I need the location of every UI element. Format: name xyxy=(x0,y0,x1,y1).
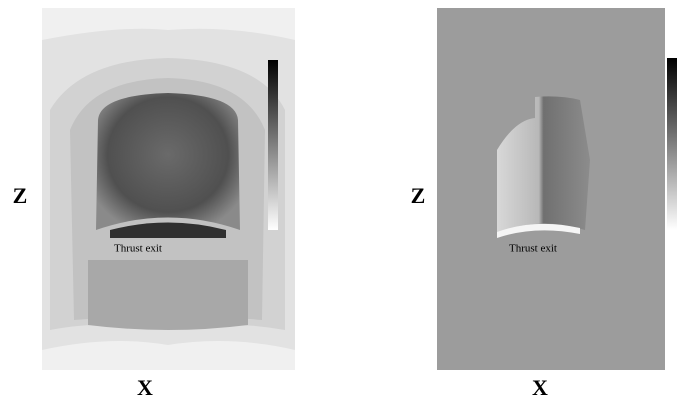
annotation: Thrust exit xyxy=(509,243,557,255)
contour xyxy=(96,93,240,230)
x-label: X xyxy=(137,375,153,400)
z-label: Z xyxy=(411,183,426,208)
right-panel: Thrust exit Z X xyxy=(411,8,677,400)
contour xyxy=(497,96,590,235)
contour xyxy=(88,260,248,330)
left-panel: Thrust exit Z X xyxy=(13,8,295,400)
z-label: Z xyxy=(13,183,28,208)
x-label: X xyxy=(532,375,548,400)
annotation: Thrust exit xyxy=(114,243,162,255)
contour xyxy=(497,223,580,238)
contour xyxy=(110,222,226,238)
colorbar xyxy=(667,58,677,230)
colorbar xyxy=(268,60,278,230)
